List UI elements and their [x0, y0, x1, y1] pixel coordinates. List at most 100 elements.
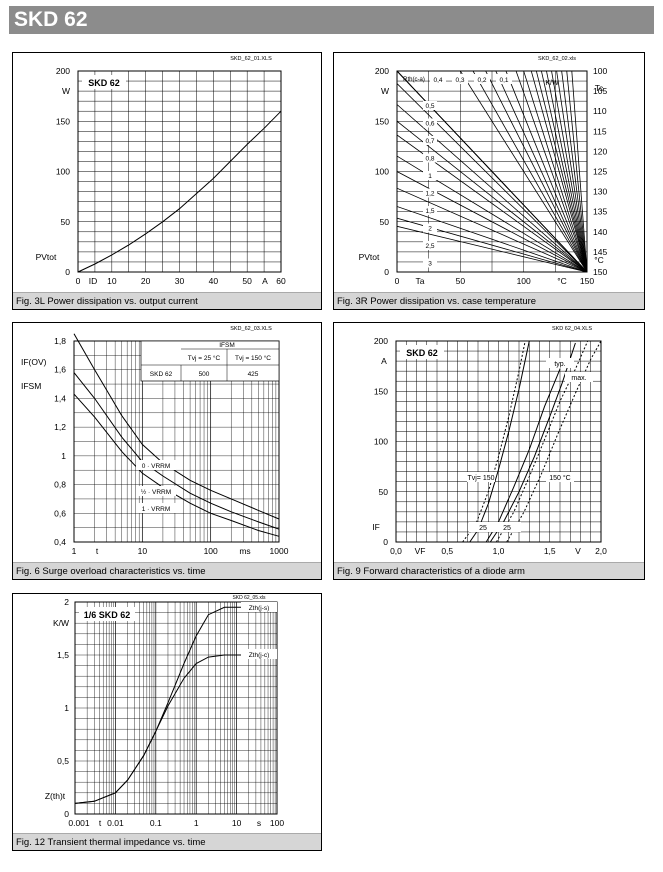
- table-val1: 500: [199, 371, 210, 378]
- y-tick-label: 50: [61, 217, 71, 227]
- y-tick-label: 0: [383, 537, 388, 547]
- y-tick-label: 150: [56, 116, 70, 126]
- table-head: IFSM: [219, 342, 235, 349]
- forward-curve-6: [506, 340, 602, 543]
- x-tick-label: 2,0: [595, 546, 607, 556]
- rth-label-side: 1,5: [425, 208, 434, 215]
- y-tick-label: 1: [61, 451, 66, 461]
- x-unit-label: °C: [557, 276, 567, 286]
- rth-label-box: [423, 241, 437, 250]
- chart-label: SKD 62: [88, 78, 120, 88]
- caption-fig9: Fig. 9 Forward characteristics of a diod…: [334, 562, 644, 579]
- file-label: SKD_62_02.xls: [538, 56, 576, 62]
- rth-line: [397, 83, 587, 272]
- x-tick-label: 100: [204, 546, 218, 556]
- caption-fig3l: Fig. 3L Power dissipation vs. output cur…: [13, 292, 321, 309]
- y2-tick-label: 110: [593, 106, 607, 116]
- y-axis-label: PVtot: [36, 252, 57, 262]
- forward-curve-4: [495, 340, 589, 543]
- rth-label-box: [423, 153, 437, 163]
- surge-curve-1: [73, 333, 280, 520]
- rth-line: [397, 187, 587, 272]
- rth-unit-label-top: K/W: [545, 80, 559, 87]
- file-label: SKD_62_03.XLS: [230, 326, 272, 332]
- case-line: [485, 71, 587, 272]
- y-tick-label: 100: [56, 167, 70, 177]
- rth-label-side: 0,6: [425, 121, 434, 128]
- rth-label-top: 0,3: [455, 77, 464, 84]
- case-line: [523, 71, 587, 272]
- rth-label-side: 0,5: [425, 103, 434, 110]
- rth-label: Rth(c-a): [403, 77, 425, 83]
- rth-label-side: 1,2: [425, 191, 434, 198]
- y-unit-label: A: [381, 356, 387, 366]
- rth-label-box: [423, 101, 437, 110]
- x-unit-label: V: [575, 546, 581, 556]
- forward-curve-2: [489, 342, 576, 543]
- y2-unit-label: °C: [594, 255, 604, 265]
- y-tick-label: 1: [64, 703, 69, 713]
- x-tick-label: 10: [138, 546, 148, 556]
- y2-tick-label: 105: [593, 86, 607, 96]
- x-tick-label: 100: [270, 818, 284, 828]
- case-line: [546, 71, 587, 272]
- rth-label-box: [423, 206, 437, 215]
- y2-tick-label: 115: [593, 126, 607, 136]
- x-axis-label: t: [96, 546, 99, 556]
- x-unit-label: A: [262, 276, 268, 286]
- rth-label-side: 2,5: [425, 243, 434, 250]
- label-box: [79, 607, 135, 621]
- y-tick-label: 50: [379, 487, 389, 497]
- y-tick-label: 0,6: [54, 508, 66, 518]
- chart-fig3r: 0 50 100 150 0 50 100 150 200 150 145 140 135 130 125 1…: [359, 56, 608, 286]
- rth-line: [397, 104, 587, 272]
- annotation: 25: [503, 525, 511, 532]
- y-tick-label: 0,8: [54, 480, 66, 490]
- y-tick-label: 150: [375, 116, 389, 126]
- annotation-box: [546, 472, 574, 482]
- y2-tick-label: 135: [593, 207, 607, 217]
- case-line: [535, 71, 587, 272]
- caption-fig6: Fig. 6 Surge overload characteristics vs…: [13, 562, 321, 579]
- y-tick-label: 0,5: [57, 756, 69, 766]
- y2-tick-label: 100: [593, 66, 607, 76]
- rth-label-box: [430, 74, 446, 84]
- x-tick-label: 10: [107, 276, 117, 286]
- chart-fig6: 1 10 100 1000 0,4 0,6 0,8 1 1,2 1,4 1,6 1,8 IF(OV) IF…: [21, 326, 289, 556]
- x-tick-label: 1000: [270, 546, 289, 556]
- chart-fig3l: 0 10 20 30 40 50 60 0 50 100 150 200 W PVtot ID A SKD_62…: [36, 56, 286, 286]
- series-label: 0 · VRRM: [142, 463, 171, 470]
- chart-panel-fig3l: 0 10 20 30 40 50 60 0 50 100 150 200 W PVtot ID A SKD_62…: [12, 52, 322, 310]
- x-tick-label: 0: [395, 276, 400, 286]
- x-tick-label: 50: [242, 276, 252, 286]
- rth-label-box: [496, 74, 512, 84]
- x-tick-label: 0.1: [150, 818, 162, 828]
- annotation: 25: [479, 525, 487, 532]
- zth-curve-1: [74, 606, 277, 804]
- chart-panel-fig12: 0.001 0.01 0.1 1 10 100 0 0,5 1 1,5 2 K/W Z(th)t t s SK…: [12, 593, 322, 851]
- series-label-box: [241, 649, 277, 659]
- x-axis-label: Ta: [416, 276, 425, 286]
- surge-curve-3: [73, 393, 280, 537]
- table-val2: 425: [248, 371, 259, 378]
- y-axis-label: PVtot: [359, 252, 380, 262]
- x-unit-label: s: [257, 818, 261, 828]
- annotation: Tvj= 150: [467, 475, 494, 482]
- rth-label-box: [474, 74, 490, 84]
- y2-tick-label: 120: [593, 146, 607, 156]
- page-title: SKD 62: [14, 8, 88, 31]
- y-tick-label: 200: [56, 66, 70, 76]
- plot-frame: [74, 601, 278, 815]
- x-unit-label: ms: [239, 546, 250, 556]
- x-axis-label: VF: [415, 546, 426, 556]
- caption-fig3r: Fig. 3R Power dissipation vs. case tempe…: [334, 292, 644, 309]
- x-tick-label: 0.01: [107, 818, 124, 828]
- series-label-box: [136, 503, 176, 513]
- rth-label-box: [423, 136, 437, 145]
- y-tick-label: 150: [374, 386, 388, 396]
- x-tick-label: 0,0: [390, 546, 402, 556]
- chart-panel-fig9: 0,0 0,5 1,0 1,5 2,0 0 50 100 150 200 A IF VF V SKD 62_…: [333, 322, 645, 580]
- rth-line: [397, 120, 587, 272]
- case-line: [540, 71, 587, 272]
- annotation: max.: [571, 375, 586, 382]
